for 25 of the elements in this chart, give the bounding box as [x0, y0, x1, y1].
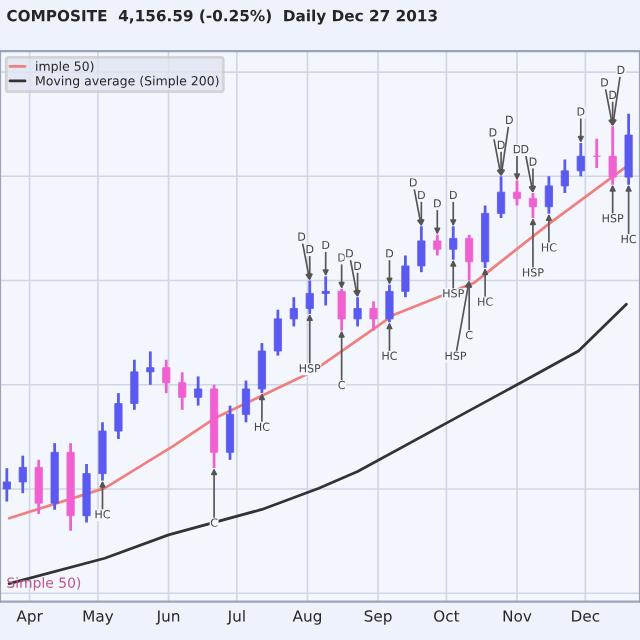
- candlestick: [337, 287, 346, 332]
- candlestick: [241, 379, 251, 424]
- candlestick: [576, 141, 585, 178]
- candlestick: [289, 295, 298, 328]
- candlestick: [2, 466, 11, 503]
- candlestick: [194, 375, 203, 408]
- candlestick: [465, 233, 474, 282]
- candlestick: [560, 158, 569, 195]
- candlestick: [273, 308, 282, 357]
- candlestick: [34, 458, 43, 516]
- candlestick: [433, 233, 442, 257]
- candlestick: [257, 341, 266, 395]
- candlestick: [512, 179, 522, 207]
- candlestick: [18, 454, 27, 495]
- candlestick: [82, 462, 91, 524]
- candlestick: [225, 404, 235, 462]
- candlestick: [146, 350, 155, 387]
- candlestick: [114, 391, 123, 441]
- candlestick: [162, 358, 171, 395]
- candlestick: [130, 358, 139, 412]
- candlestick: [528, 191, 538, 220]
- candlestick: [385, 283, 394, 324]
- candlestick: [178, 370, 187, 412]
- candlestick: [369, 299, 378, 332]
- candlestick: [401, 254, 410, 299]
